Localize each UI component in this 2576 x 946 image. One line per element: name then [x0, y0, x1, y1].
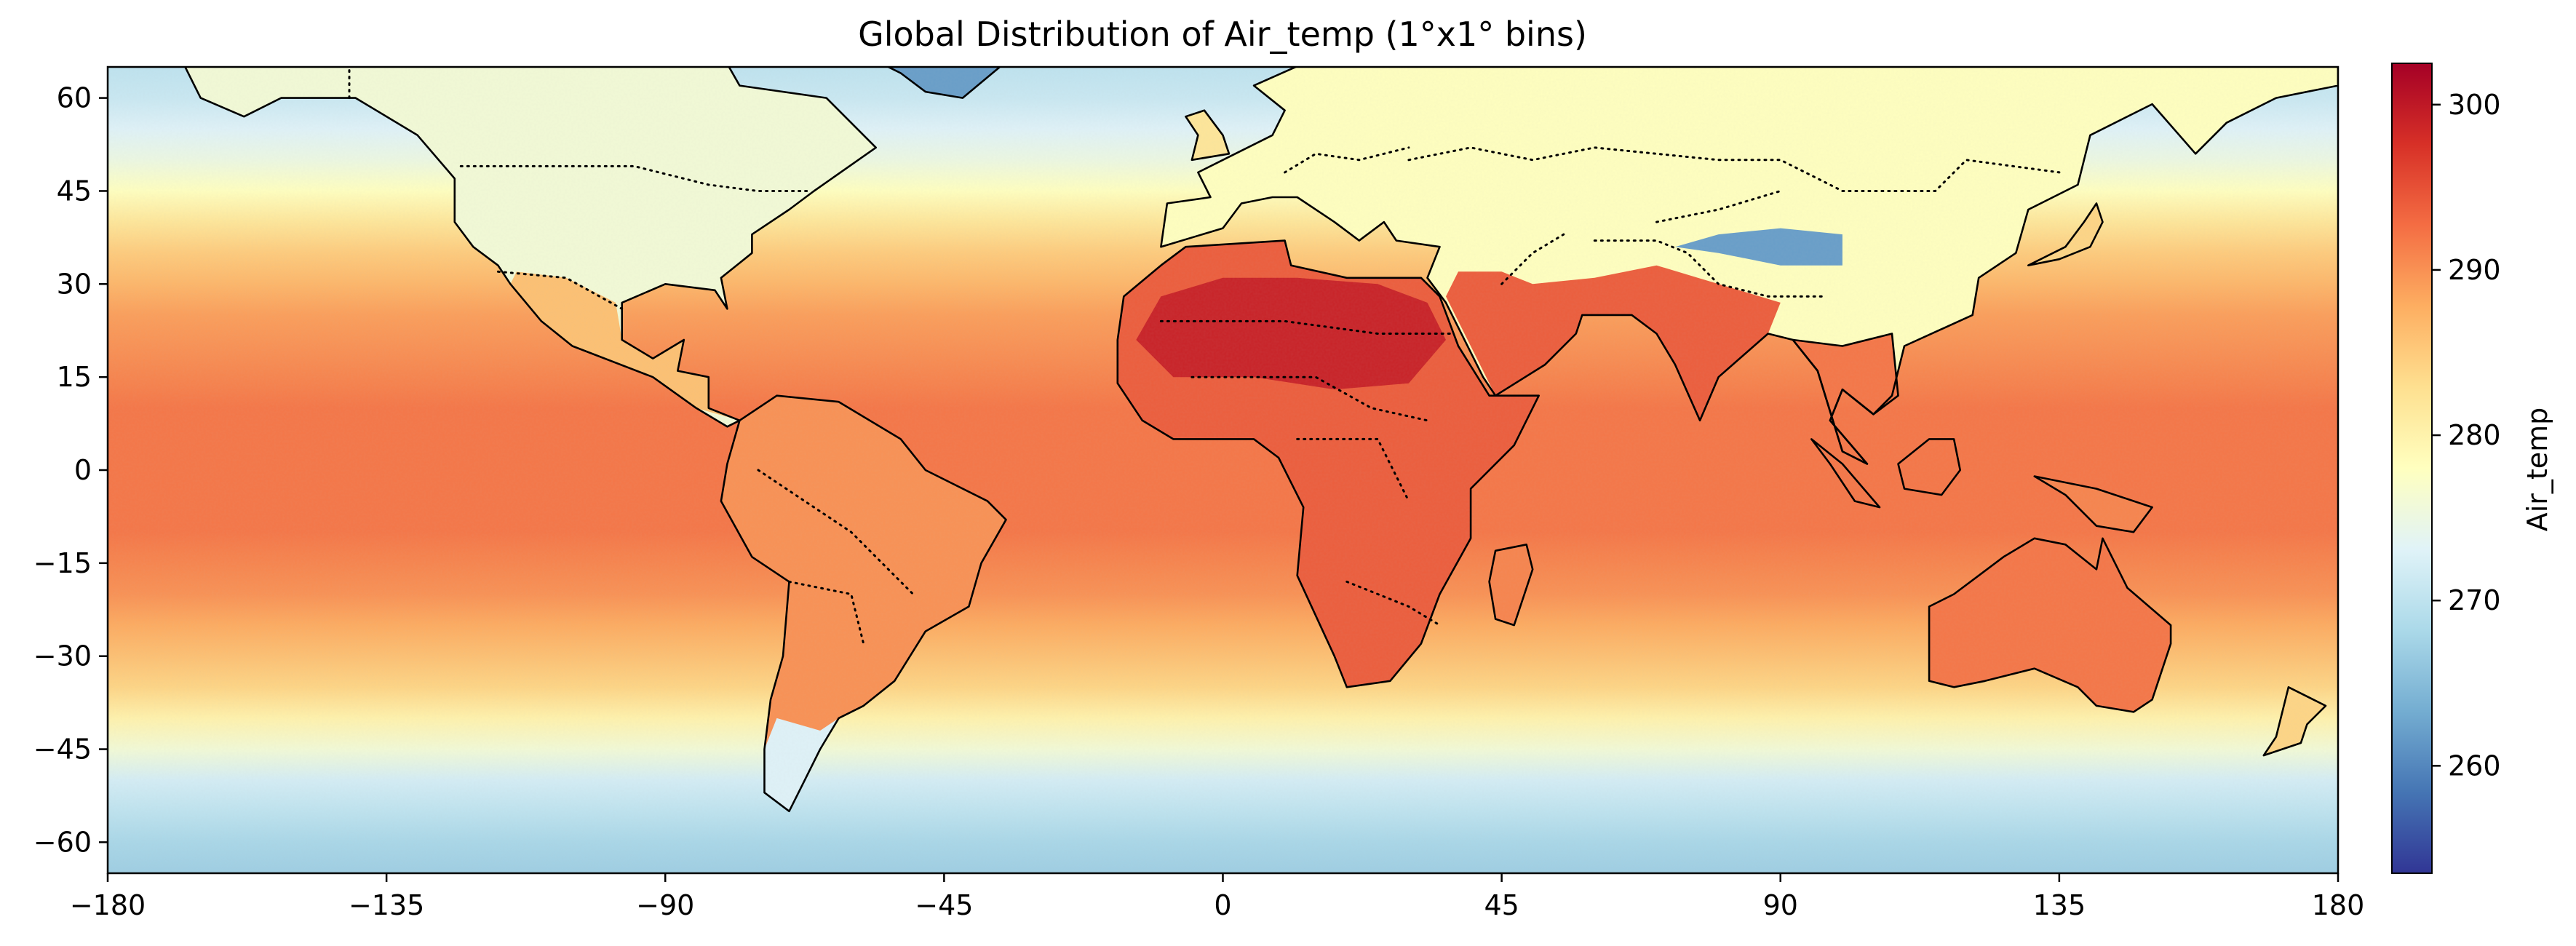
coastline-japan — [2027, 202, 2104, 266]
coastline-borneo — [1897, 438, 1961, 496]
y-tick-label: −45 — [33, 734, 92, 766]
coastline-borneo-sumatra — [1810, 438, 1881, 509]
x-tick-label: −45 — [915, 889, 973, 921]
x-tick-label: −135 — [349, 889, 424, 921]
y-tick-label: 60 — [57, 82, 92, 114]
coastline-new-zealand — [2262, 686, 2327, 757]
x-axis: −180 −135 −90 −45 0 45 90 135 180 — [70, 873, 2364, 921]
x-tick-label: 135 — [2033, 889, 2086, 921]
colorbar-ticks: 260 270 280 290 300 — [2432, 89, 2501, 782]
y-tick-label: −30 — [33, 640, 92, 672]
border-3 — [1159, 319, 1453, 335]
colorbar-tick-label: 290 — [2448, 254, 2501, 286]
border-1 — [496, 270, 624, 310]
x-tick-label: −90 — [636, 889, 694, 921]
border-13 — [1284, 146, 1410, 174]
x-tick-label: 45 — [1484, 889, 1519, 921]
border-10 — [1655, 190, 1782, 223]
heatmap-grain — [108, 67, 2338, 873]
y-tick-label: 30 — [57, 268, 92, 300]
chart-title: Global Distribution of Air_temp (1°x1° b… — [858, 15, 1587, 54]
colorbar-tick-label: 270 — [2448, 584, 2501, 616]
x-tick-label: 180 — [2312, 889, 2365, 921]
x-tick-label: 0 — [1214, 889, 1231, 921]
coastline-se-asia — [1792, 333, 1899, 465]
coastlines — [183, 67, 2338, 813]
coastline-madagascar — [1488, 544, 1534, 627]
border-6 — [1345, 580, 1441, 627]
colorbar-tick-label: 280 — [2448, 419, 2501, 451]
coastline-greenland — [886, 67, 1001, 99]
border-12 — [1500, 233, 1565, 285]
coastline-africa — [1116, 239, 1540, 688]
x-tick-label: −180 — [70, 889, 146, 921]
x-tick-label: 90 — [1763, 889, 1798, 921]
y-axis: 60 45 30 15 0 −15 −30 −45 −60 — [33, 82, 108, 858]
coastline-north-america — [183, 67, 877, 428]
y-tick-label: 0 — [74, 454, 92, 486]
coastline-australia — [1928, 537, 2172, 713]
colorbar-label: Air_temp — [2521, 408, 2553, 532]
colorbar-tick-label: 300 — [2448, 89, 2501, 121]
border-0 — [459, 164, 809, 192]
border-8 — [757, 469, 915, 595]
coastline-eurasia — [1160, 67, 2338, 465]
y-tick-label: −60 — [33, 826, 92, 858]
map-panel — [106, 65, 2340, 875]
colorbar: 260 270 280 290 300 Air_temp — [2391, 63, 2553, 874]
colorbar-gradient — [2391, 63, 2433, 874]
coastline-new-guinea — [2033, 475, 2153, 533]
country-borders — [348, 67, 2061, 645]
border-5 — [1296, 437, 1410, 503]
border-11 — [1593, 239, 1825, 298]
y-tick-label: 15 — [57, 361, 92, 393]
y-tick-label: 45 — [57, 175, 92, 207]
colorbar-tick-label: 260 — [2448, 750, 2501, 782]
y-tick-label: −15 — [33, 547, 92, 579]
border-7 — [788, 580, 865, 645]
coastline-uk — [1185, 109, 1231, 162]
border-4 — [1190, 375, 1428, 422]
